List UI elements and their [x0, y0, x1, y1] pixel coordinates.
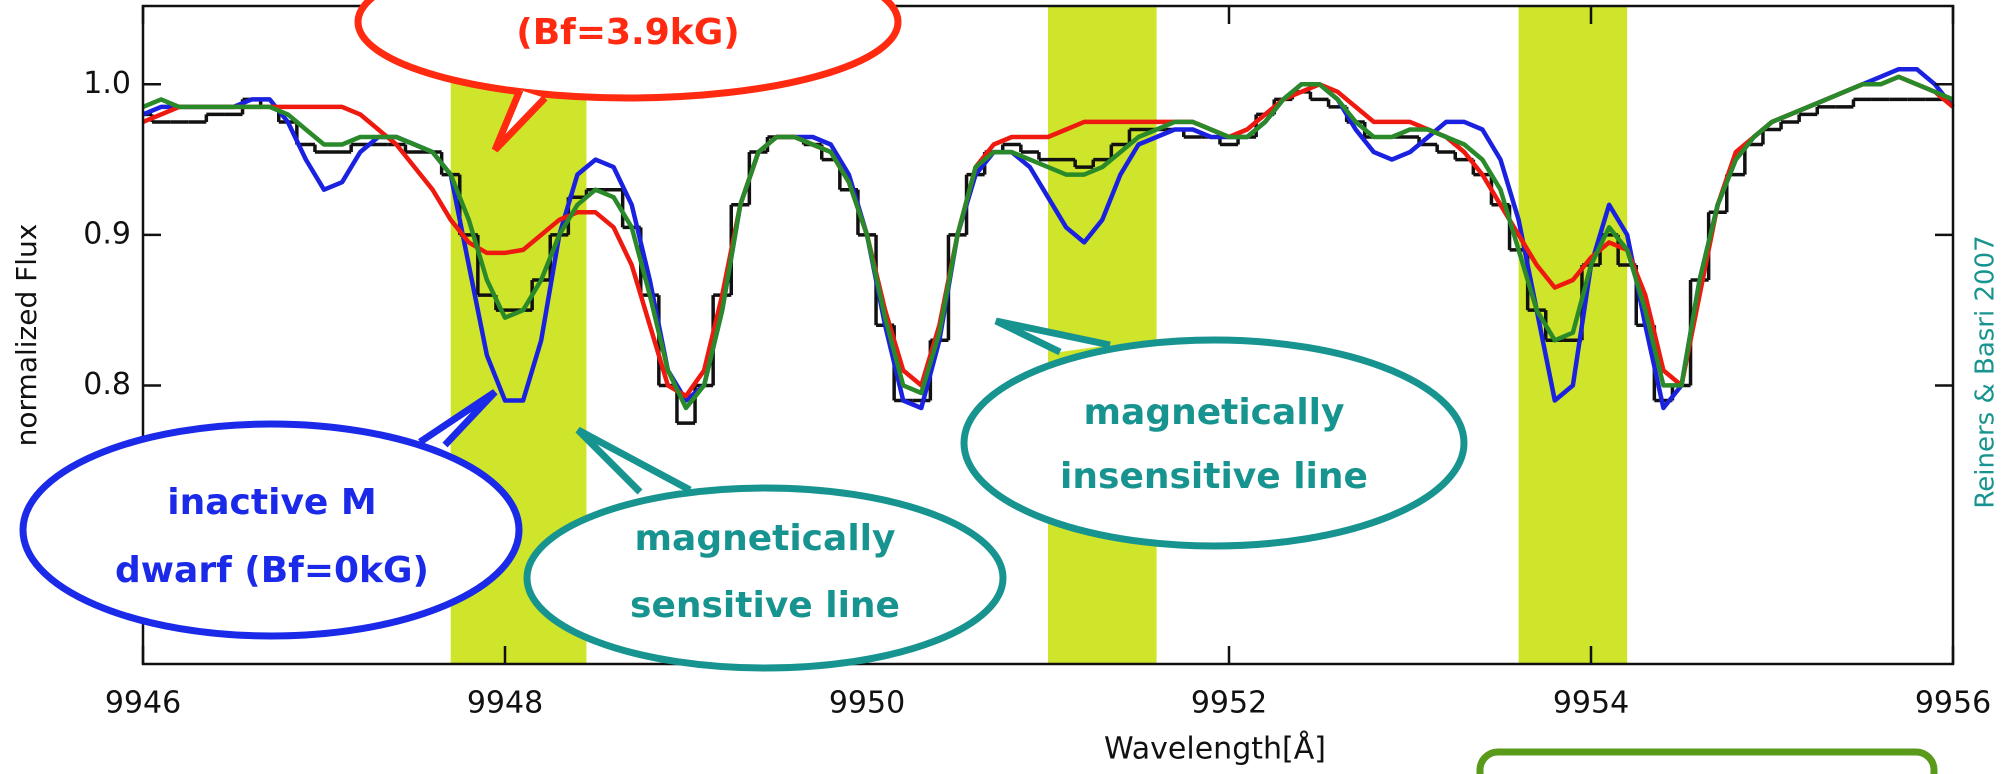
- x-tick-label: 9946: [105, 686, 181, 721]
- callout-pointer: [994, 317, 1111, 356]
- x-axis-label: Wavelength[Å]: [1104, 731, 1326, 767]
- callout-pointer: [418, 389, 498, 448]
- credit: Reiners & Basri 2007: [1971, 235, 2001, 508]
- callout-text: magnetically: [635, 518, 896, 559]
- callout-text: inactive M: [167, 482, 376, 523]
- x-tick-label: 9952: [1191, 686, 1267, 721]
- y-tick-label: 1.0: [83, 66, 131, 101]
- callout-bubble: [523, 484, 1007, 672]
- callout-bubble: [354, 0, 902, 102]
- y-tick-label: 0.9: [83, 216, 131, 251]
- plot-frame: [141, 4, 1955, 666]
- callout-text: dwarf (Bf=0kG): [115, 550, 429, 591]
- callouts: [19, 0, 1938, 774]
- callout-bubble: [960, 336, 1468, 550]
- callout-texts: (Bf=3.9kG) inactive M dwarf (Bf=0kG) magnet…: [115, 12, 1368, 626]
- axes: 9946 9948 9950 9952 9954 9956 0.8 0.9 1.0: [83, 6, 1991, 721]
- callout-box: [1476, 748, 1938, 774]
- callout-text: insensitive line: [1060, 456, 1368, 497]
- x-tick-label: 9954: [1553, 686, 1629, 721]
- callout-pointer: [491, 88, 548, 153]
- callout-pointer: [575, 426, 692, 495]
- x-tick-label: 9948: [467, 686, 543, 721]
- x-tick-label: 9950: [829, 686, 905, 721]
- callout-text: (Bf=3.9kG): [516, 12, 739, 53]
- spectra: [142, 66, 1955, 425]
- callout-text: sensitive line: [630, 585, 900, 626]
- y-axis-label: normalized Flux: [10, 224, 43, 447]
- callout-bubble: [19, 420, 523, 640]
- spectrum-line: [142, 74, 1954, 411]
- spectrum-line: [142, 74, 1955, 399]
- y-tick-label: 0.8: [83, 367, 131, 402]
- x-tick-label: 9956: [1915, 686, 1991, 721]
- callout-text: magnetically: [1084, 392, 1345, 433]
